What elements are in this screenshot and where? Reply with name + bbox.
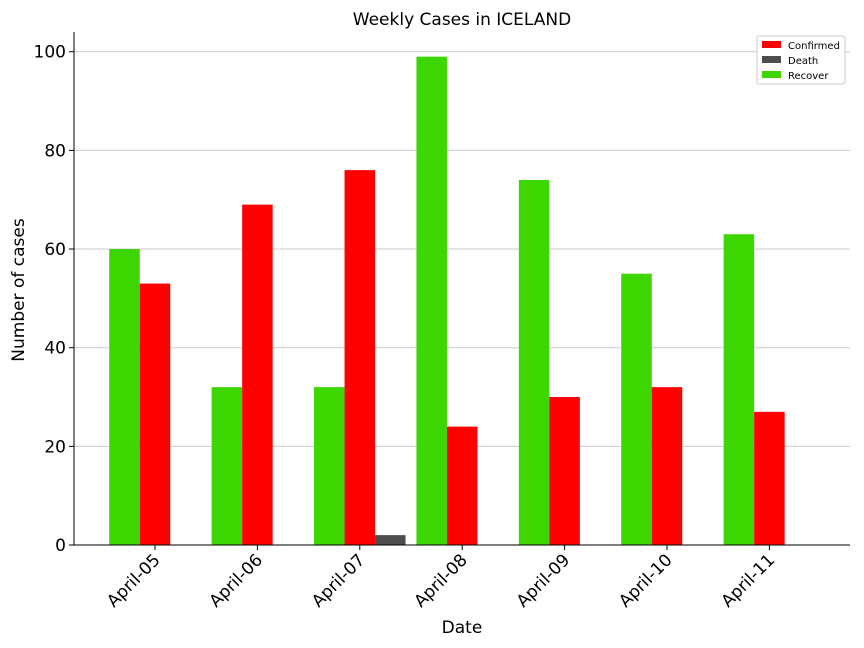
legend-swatch-death: [762, 56, 781, 63]
legend: Confirmed Death Recover: [756, 35, 846, 85]
legend-swatch-confirmed: [762, 41, 781, 48]
y-tick-label: 40: [44, 339, 66, 359]
x-tick-label: April-09: [513, 550, 574, 611]
x-tick-label: April-07: [308, 550, 369, 611]
chart-title: Weekly Cases in ICELAND: [353, 10, 571, 30]
bar-confirmed-april-11: [754, 411, 785, 545]
x-tick-label: April-06: [206, 550, 267, 611]
x-ticks: April-05 April-06 April-07 April-08 April-09…: [103, 545, 779, 612]
bar-recover-april-07: [314, 387, 345, 545]
bar-confirmed-april-09: [549, 397, 580, 545]
bar-recover-april-06: [211, 387, 243, 545]
bar-recover-april-05: [109, 249, 140, 546]
x-tick-label: April-10: [615, 550, 676, 611]
bar-confirmed-april-08: [446, 426, 478, 545]
y-axis-label: Number of cases: [9, 218, 29, 362]
y-tick-label: 80: [44, 141, 66, 161]
bar-confirmed-april-10: [651, 387, 683, 545]
y-tick-label: 60: [44, 240, 66, 260]
bar-recover-april-10: [621, 273, 652, 545]
x-tick-label: April-08: [410, 550, 471, 611]
bar-recover-april-09: [518, 179, 550, 545]
legend-label-death: Death: [788, 56, 818, 67]
bar-recover-april-08: [416, 56, 447, 546]
legend-swatch-recover: [762, 71, 781, 78]
y-tick-label: 20: [44, 437, 66, 457]
y-ticks: 0 20 40 60 80 100: [34, 43, 74, 556]
y-tick-label: 0: [55, 536, 66, 556]
bar-confirmed-april-05: [139, 283, 171, 545]
x-tick-label: April-11: [718, 550, 779, 611]
legend-label-confirmed: Confirmed: [788, 41, 840, 52]
bar-death-april-07: [375, 535, 406, 545]
gridlines: [74, 51, 850, 447]
bar-recover-april-11: [723, 234, 755, 545]
bars: [109, 56, 785, 546]
bar-confirmed-april-07: [344, 170, 376, 545]
x-tick-label: April-05: [103, 550, 164, 611]
bar-confirmed-april-06: [242, 204, 273, 545]
legend-label-recover: Recover: [788, 71, 829, 82]
y-tick-label: 100: [34, 43, 66, 63]
x-axis-label: Date: [442, 618, 483, 638]
